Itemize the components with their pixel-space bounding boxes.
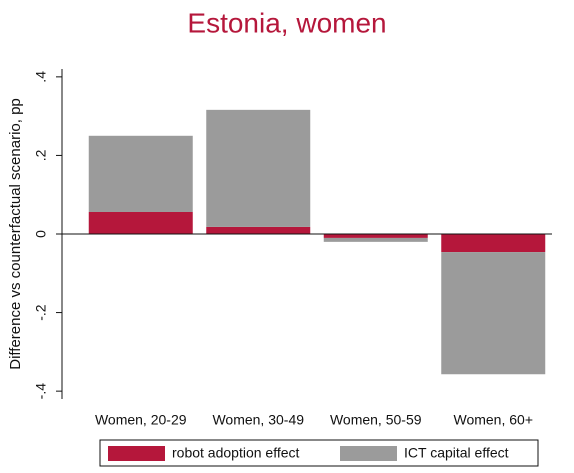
y-tick-label: 0 xyxy=(33,230,49,238)
chart-title: Estonia, women xyxy=(187,7,386,38)
legend-swatch xyxy=(108,446,165,461)
y-tick-label: .2 xyxy=(33,149,49,161)
x-tick-label: Women, 20-29 xyxy=(95,412,187,428)
bar-segment xyxy=(323,234,428,238)
x-tick-label: Women, 50-59 xyxy=(330,412,422,428)
bar-segment xyxy=(88,212,193,234)
x-tick-label: Women, 60+ xyxy=(453,412,533,428)
legend-label: robot adoption effect xyxy=(172,445,300,461)
y-tick-label: -.4 xyxy=(33,383,49,400)
legend-label: ICT capital effect xyxy=(404,445,509,461)
y-axis-label: Difference vs counterfactual scenario, p… xyxy=(7,98,24,370)
bar-segment xyxy=(206,109,311,227)
legend xyxy=(99,439,539,467)
legend-swatch xyxy=(340,446,397,461)
bar-segment xyxy=(441,234,546,253)
x-tick-label: Women, 30-49 xyxy=(212,412,304,428)
y-tick-label: .4 xyxy=(33,71,49,83)
bar-segment xyxy=(206,226,311,234)
bar-segment xyxy=(88,135,193,212)
bar-segment xyxy=(441,252,546,375)
bar-segment xyxy=(323,237,428,242)
y-tick-label: -.2 xyxy=(33,304,49,321)
